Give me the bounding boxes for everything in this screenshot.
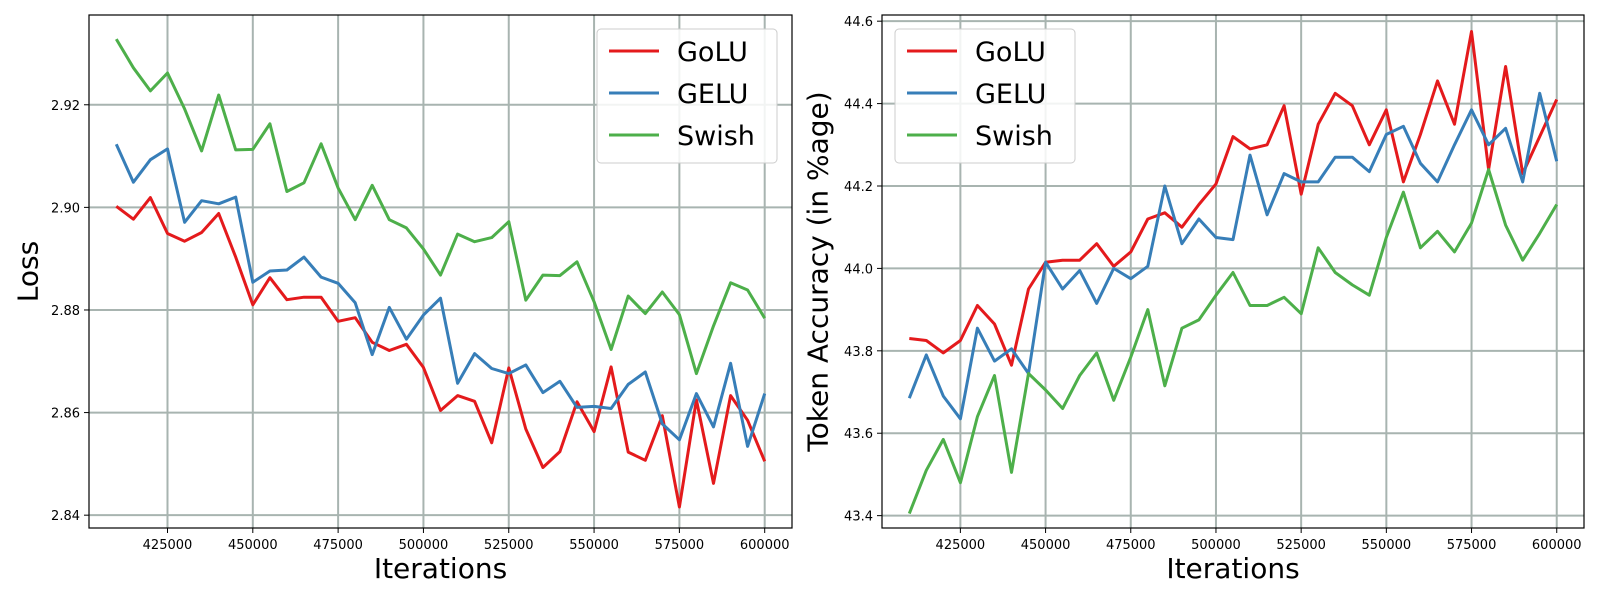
y-tick-label: 44.4 (844, 98, 873, 113)
x-tick-label: 525000 (1276, 538, 1326, 553)
y-tick-label: 44.0 (844, 262, 873, 277)
series-line-swish (115, 38, 766, 376)
x-tick-label: 575000 (1447, 538, 1497, 553)
y-tick-label: 2.84 (51, 509, 80, 524)
x-tick-label: 550000 (1362, 538, 1412, 553)
x-tick-label: 475000 (1106, 538, 1156, 553)
y-tick-label: 44.2 (844, 180, 873, 195)
legend-label: Swish (975, 121, 1053, 152)
chart-panel-2: 425000 450000 475000 500000 525000 550000 5750… (802, 14, 1585, 585)
series-line-gelu (907, 91, 1559, 421)
plot-frame (88, 14, 793, 529)
x-axis-label: Iterations (374, 552, 507, 585)
y-tick-label: 44.6 (844, 15, 873, 30)
plot-frame (881, 14, 1585, 529)
y-tick-label: 43.6 (844, 427, 873, 442)
y-tick-label: 43.4 (844, 510, 873, 525)
legend-label: GoLU (975, 37, 1046, 68)
x-tick-label: 500000 (1191, 538, 1241, 553)
series-line-swish (907, 168, 1558, 515)
x-tick-label: 450000 (228, 538, 278, 553)
y-tick-label: 2.86 (51, 407, 80, 422)
x-tick-label: 475000 (313, 538, 363, 553)
x-tick-label: 575000 (655, 538, 705, 553)
x-tick-label: 600000 (1532, 538, 1582, 553)
legend-frame (894, 28, 1076, 164)
y-tick-label: 2.92 (51, 99, 80, 114)
legend-label: GoLU (677, 37, 748, 68)
legend-label: GELU (975, 79, 1046, 110)
x-axis-label: Iterations (1166, 552, 1299, 585)
x-tick-label: 450000 (1021, 538, 1071, 553)
y-axis-label: Loss (12, 241, 45, 302)
legend: GoLU GELU Swish (596, 28, 778, 164)
y-axis-label: Token Accuracy (in %age) (802, 91, 835, 452)
legend: GoLU GELU Swish (894, 28, 1076, 164)
series-line-golu (909, 30, 1559, 367)
x-tick-label: 525000 (484, 538, 534, 553)
y-tick-label: 43.8 (844, 345, 873, 360)
legend-label: Swish (677, 121, 755, 152)
series-line-golu (115, 196, 767, 509)
legend-label: GELU (677, 79, 748, 110)
x-tick-label: 425000 (936, 538, 986, 553)
x-tick-label: 425000 (143, 538, 193, 553)
x-tick-label: 600000 (740, 538, 790, 553)
series-line-gelu (114, 143, 767, 448)
y-tick-label: 2.88 (51, 304, 80, 319)
legend-frame (596, 28, 778, 164)
chart-panel-1: 425000 450000 475000 500000 525000 550000 5750… (12, 14, 793, 585)
x-tick-label: 500000 (399, 538, 449, 553)
y-tick-label: 2.90 (51, 201, 80, 216)
x-tick-label: 550000 (569, 538, 619, 553)
